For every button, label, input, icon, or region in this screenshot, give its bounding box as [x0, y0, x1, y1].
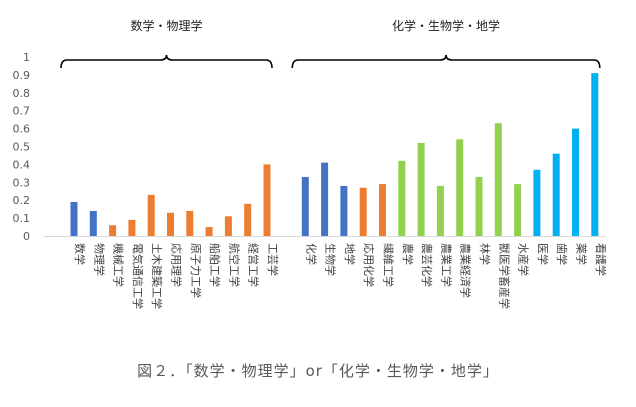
bar	[436, 185, 444, 236]
bar	[70, 201, 78, 236]
y-tick-label: 0	[23, 230, 30, 243]
category-label: 数学	[73, 243, 87, 265]
category-label: 医学	[536, 243, 550, 265]
bar	[263, 164, 271, 236]
y-tick-label: 0.1	[13, 212, 31, 225]
y-tick-label: 0.4	[13, 158, 31, 171]
y-tick-label: 1	[23, 51, 30, 64]
category-label: 応用理学	[170, 243, 184, 287]
y-tick-label: 0.7	[13, 105, 31, 118]
category-label: 水産学	[517, 243, 531, 276]
category-label: 繊維工学	[382, 243, 396, 287]
category-label: 化学	[304, 243, 318, 265]
y-tick-label: 0.2	[13, 194, 31, 207]
y-tick-label: 0.9	[13, 69, 31, 82]
bar	[128, 219, 136, 236]
bar	[321, 162, 329, 236]
category-label: 農業経済学	[459, 243, 473, 298]
y-tick-label: 0.6	[13, 123, 31, 136]
bar	[340, 185, 348, 236]
category-label: 電気通信工学	[131, 243, 145, 309]
category-label: 土木建築工学	[150, 243, 164, 309]
category-label: 獣医学畜産学	[497, 243, 511, 309]
category-label: 物理学	[92, 243, 106, 276]
bar	[359, 187, 367, 236]
bar	[379, 184, 386, 236]
category-label: 工芸学	[266, 243, 280, 276]
bar	[475, 176, 483, 236]
bar	[514, 184, 522, 236]
category-label: 船舶工学	[208, 243, 222, 287]
figure-caption: 図２．「数学・物理学」or「化学・生物学・地学」	[137, 362, 499, 380]
category-label: 生物学	[324, 243, 338, 276]
bar	[552, 153, 560, 236]
bar	[301, 176, 309, 236]
bar	[533, 169, 541, 236]
bar	[494, 123, 502, 236]
bar	[244, 203, 252, 236]
category-label: 応用化学	[362, 243, 376, 287]
group-brace	[291, 54, 601, 69]
bar	[417, 142, 425, 236]
category-label: 農業工学	[439, 243, 453, 287]
group-brace	[60, 54, 273, 69]
category-label: 薬学	[575, 243, 589, 265]
group-label: 化学・生物学・地学	[392, 18, 500, 33]
bar	[147, 194, 155, 236]
category-label: 航空工学	[227, 243, 241, 287]
y-tick-label: 0.8	[13, 87, 31, 100]
bar	[205, 227, 213, 236]
category-label: 機械工学	[112, 243, 126, 287]
category-label: 原子力工学	[189, 243, 203, 298]
bar	[89, 210, 97, 236]
category-label: 地学	[343, 243, 357, 265]
bar	[109, 225, 117, 236]
y-tick-label: 0.5	[13, 141, 31, 154]
category-label: 農芸化学	[420, 243, 434, 287]
category-label: 歯学	[555, 243, 569, 265]
bar	[186, 210, 194, 236]
group-label: 数学・物理学	[130, 18, 202, 33]
category-label: 看護学	[594, 243, 608, 276]
bar	[398, 160, 406, 236]
bar	[591, 73, 599, 236]
bar	[456, 139, 464, 236]
bar	[167, 212, 174, 236]
bar	[572, 128, 579, 236]
category-label: 林学	[478, 243, 492, 265]
y-tick-label: 0.3	[13, 176, 31, 189]
category-label: 経営工学	[247, 243, 261, 287]
bar	[224, 216, 232, 236]
category-label: 農学	[401, 243, 415, 265]
